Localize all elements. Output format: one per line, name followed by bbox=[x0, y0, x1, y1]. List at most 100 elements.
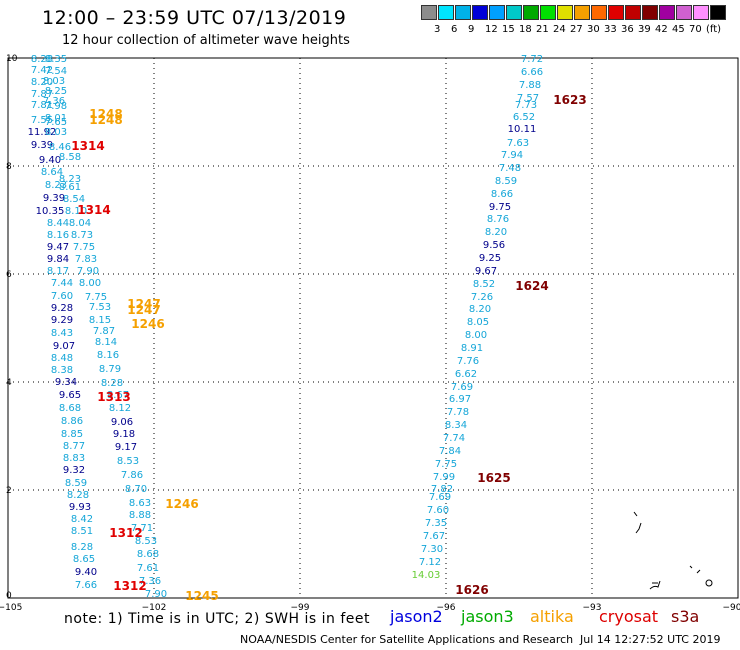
time-tag: 1246 bbox=[131, 317, 164, 331]
swh-value: 9.17 bbox=[115, 442, 137, 453]
swh-value: 7.61 bbox=[137, 563, 159, 574]
swh-value: 9.29 bbox=[51, 315, 73, 326]
swh-value: 7.90 bbox=[77, 266, 99, 277]
swh-value: 7.30 bbox=[421, 544, 443, 555]
x-tick-label: −99 bbox=[291, 603, 310, 613]
legend-s3a: s3a bbox=[671, 607, 700, 626]
scale-swatch bbox=[506, 5, 522, 20]
page-title: 12:00 – 23:59 UTC 07/13/2019 bbox=[42, 7, 347, 29]
time-tag: 1313 bbox=[97, 390, 130, 404]
swh-value: 8.70 bbox=[125, 484, 147, 495]
swh-value: 7.76 bbox=[457, 356, 479, 367]
swh-value: 7.81 bbox=[31, 100, 53, 111]
swh-value: 8.76 bbox=[487, 214, 509, 225]
swh-value: 8.68 bbox=[59, 403, 81, 414]
swh-value: 8.85 bbox=[61, 429, 83, 440]
swh-value: 14.03 bbox=[412, 570, 441, 581]
swh-value: 8.59 bbox=[495, 176, 517, 187]
swh-value: 9.40 bbox=[39, 155, 61, 166]
swh-value: 8.54 bbox=[63, 194, 85, 205]
swh-value: 7.75 bbox=[435, 459, 457, 470]
scale-label: 6 bbox=[451, 24, 458, 35]
scale-label: 18 bbox=[519, 24, 532, 35]
swh-value: 8.34 bbox=[445, 420, 467, 431]
coastline bbox=[633, 511, 713, 590]
generated-timestamp: Jul 14 12:27:52 UTC 2019 bbox=[580, 633, 721, 646]
swh-value: 8.20 bbox=[31, 77, 53, 88]
swh-value: 7.48 bbox=[499, 163, 521, 174]
scale-swatch bbox=[438, 5, 454, 20]
swh-value: 8.28 bbox=[71, 542, 93, 553]
swh-value: 8.51 bbox=[71, 526, 93, 537]
scale-swatch bbox=[591, 5, 607, 20]
swh-value: 8.00 bbox=[465, 330, 487, 341]
y-tick-label: 2 bbox=[6, 486, 12, 496]
x-tick-label: −90 bbox=[723, 603, 740, 613]
scale-label: 12 bbox=[485, 24, 498, 35]
scale-label: 9 bbox=[468, 24, 475, 35]
swh-value: 8.35 bbox=[45, 54, 67, 65]
swh-value: 8.91 bbox=[461, 343, 483, 354]
swh-value: 8.79 bbox=[99, 364, 121, 375]
swh-value: 8.83 bbox=[63, 453, 85, 464]
swh-value: 7.75 bbox=[85, 292, 107, 303]
time-tag: 1247 bbox=[127, 303, 160, 317]
swh-value: 8.28 bbox=[101, 378, 123, 389]
swh-value: 8.12 bbox=[109, 403, 131, 414]
swh-value: 8.52 bbox=[473, 279, 495, 290]
swh-value: 9.18 bbox=[113, 429, 135, 440]
x-tick-label: −105 bbox=[0, 603, 22, 613]
swh-value: 9.39 bbox=[43, 193, 65, 204]
swh-value: 7.26 bbox=[471, 292, 493, 303]
swh-value: 8.28 bbox=[67, 490, 89, 501]
swh-value: 8.68 bbox=[137, 549, 159, 560]
swh-value: 7.36 bbox=[43, 96, 65, 107]
swh-value: 7.63 bbox=[507, 138, 529, 149]
swh-value: 8.17 bbox=[47, 266, 69, 277]
scale-swatch bbox=[421, 5, 437, 20]
footnote: note: 1) Time is in UTC; 2) SWH is in fe… bbox=[64, 611, 371, 627]
swh-value: 8.25 bbox=[45, 86, 67, 97]
swh-value: 7.36 bbox=[139, 576, 161, 587]
scale-swatch bbox=[693, 5, 709, 20]
swh-value: 7.86 bbox=[121, 470, 143, 481]
swh-value: 7.78 bbox=[447, 407, 469, 418]
swh-value: 7.69 bbox=[429, 492, 451, 503]
swh-value: 7.94 bbox=[501, 150, 523, 161]
swh-value: 8.67 bbox=[107, 390, 129, 401]
scale-label: 3 bbox=[434, 24, 441, 35]
scale-label: 21 bbox=[536, 24, 549, 35]
swh-value: 9.75 bbox=[489, 202, 511, 213]
swh-value: 7.73 bbox=[515, 100, 537, 111]
swh-value: 10.11 bbox=[508, 124, 537, 135]
swh-value: 7.65 bbox=[45, 117, 67, 128]
swh-value: 7.75 bbox=[73, 242, 95, 253]
scale-swatch bbox=[574, 5, 590, 20]
scale-label: 42 bbox=[655, 24, 668, 35]
time-tag: 1625 bbox=[477, 471, 510, 485]
swh-value: 8.86 bbox=[61, 416, 83, 427]
swh-value: 8.42 bbox=[71, 514, 93, 525]
swh-value: 8.00 bbox=[79, 278, 101, 289]
swh-value: 8.23 bbox=[45, 180, 67, 191]
scale-swatch bbox=[608, 5, 624, 20]
swh-value: 8.64 bbox=[41, 167, 63, 178]
scale-swatch bbox=[625, 5, 641, 20]
swh-value: 8.10 bbox=[65, 206, 87, 217]
scale-swatch bbox=[472, 5, 488, 20]
time-tag: 1623 bbox=[553, 93, 586, 107]
swh-value: 6.97 bbox=[449, 394, 471, 405]
swh-value: 7.87 bbox=[93, 326, 115, 337]
swh-value: 7.60 bbox=[51, 291, 73, 302]
swh-value: 7.84 bbox=[439, 446, 461, 457]
swh-value: 7.12 bbox=[419, 557, 441, 568]
x-tick-label: −93 bbox=[583, 603, 602, 613]
swh-value: 9.93 bbox=[69, 502, 91, 513]
swh-value: 9.06 bbox=[111, 417, 133, 428]
swh-value: 7.42 bbox=[31, 65, 53, 76]
scale-swatch bbox=[710, 5, 726, 20]
swh-value: 8.77 bbox=[63, 441, 85, 452]
time-tag: 1245 bbox=[185, 589, 218, 603]
swh-value: 7.88 bbox=[519, 80, 541, 91]
swh-value: 9.84 bbox=[47, 254, 69, 265]
